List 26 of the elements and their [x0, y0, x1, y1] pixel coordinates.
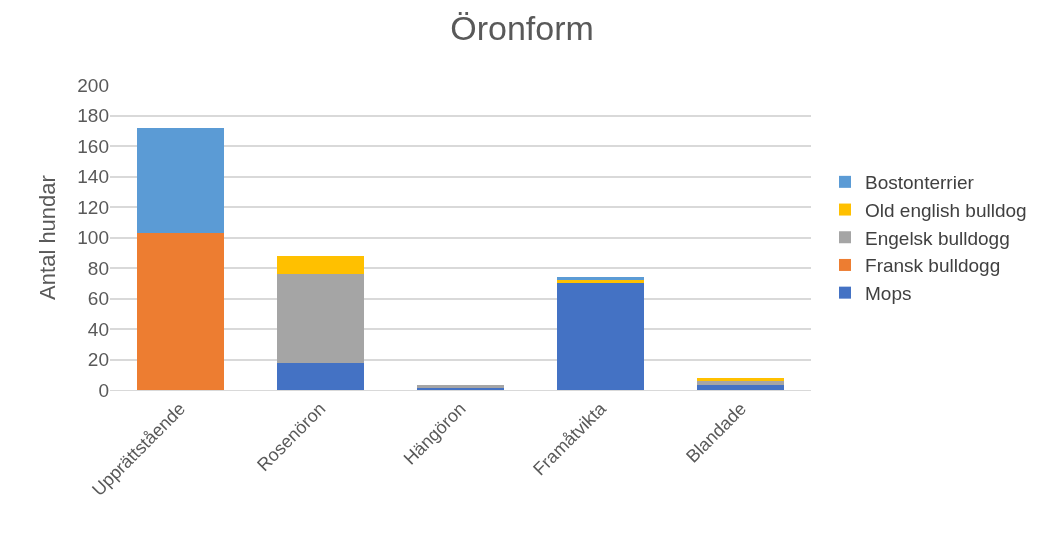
legend-label: Bostonterrier [865, 172, 975, 194]
y-tick-label: 100 [77, 227, 109, 249]
y-tick-label: 0 [98, 379, 109, 401]
y-tick-label: 80 [87, 257, 109, 279]
y-tick-label: 60 [87, 288, 109, 310]
legend-label: Mops [865, 283, 912, 305]
legend-label: Fransk bulldogg [865, 255, 1001, 277]
bar [276, 274, 364, 363]
y-tick-label: 20 [87, 349, 109, 371]
legend-label: Engelsk bulldogg [865, 227, 1010, 249]
bar [136, 232, 224, 390]
y-tick-label: 40 [87, 318, 109, 340]
bar [276, 362, 364, 390]
y-axis-title: Antal hundar [35, 175, 61, 300]
bar [136, 127, 224, 233]
bar [557, 283, 645, 390]
legend-label: Old english bulldog [865, 199, 1027, 221]
y-tick-label: 140 [77, 166, 109, 188]
bar [276, 255, 364, 275]
bar [697, 385, 785, 390]
y-tick-label: 180 [77, 105, 109, 127]
y-tick-label: 120 [77, 196, 109, 218]
bar [697, 377, 785, 381]
y-tick-label: 160 [77, 135, 109, 157]
chart-title: Öronform [450, 9, 594, 47]
y-tick-label: 200 [77, 74, 109, 96]
